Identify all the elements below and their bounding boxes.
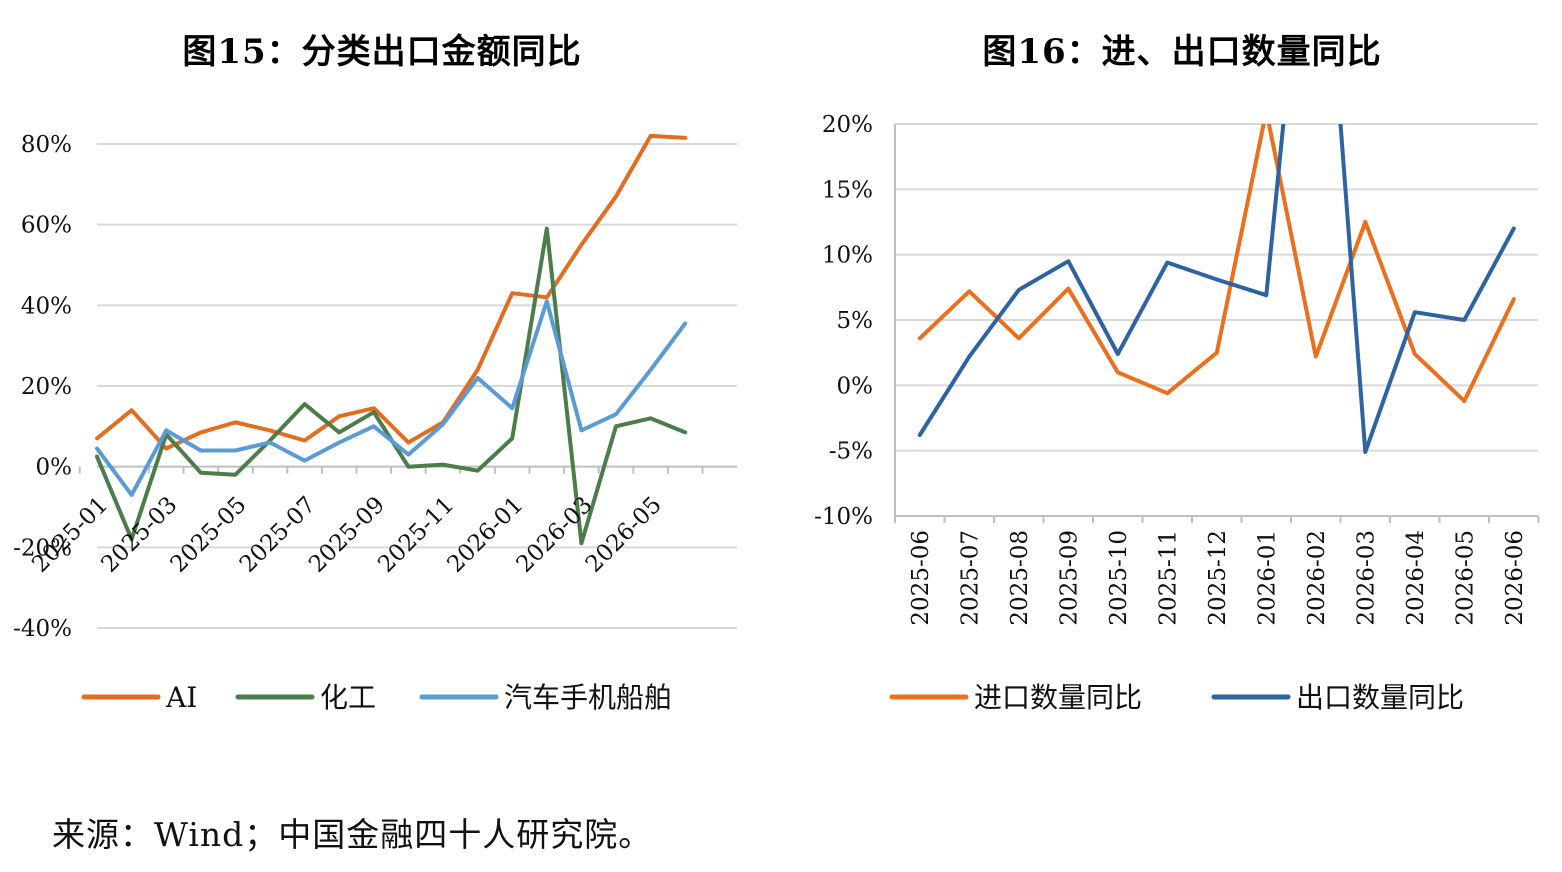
series-line-1 <box>917 124 1516 403</box>
gridlines <box>895 123 1538 517</box>
legend-label: 化工 <box>320 681 376 714</box>
y-tick-label: 60% <box>21 213 72 239</box>
series-lines <box>95 133 688 546</box>
chart-import-export-volume-yoy: 图16：进、出口数量同比 20% 15% 10% 5% 0% -5% -10% 2025-0… <box>814 32 1540 714</box>
x-tick-label: 2025-11 <box>1155 530 1181 626</box>
y-tick-label: -40% <box>13 616 72 642</box>
x-tick-label: 2025-03 <box>96 492 182 578</box>
y-tick-label: 0% <box>837 373 874 399</box>
x-tick-label: 2025-11 <box>373 492 459 578</box>
series-line-3 <box>95 299 688 497</box>
x-tick-label: 2026-01 <box>1254 530 1280 626</box>
y-tick-label: 15% <box>822 177 873 203</box>
y-axis-ticks: 20% 15% 10% 5% 0% -5% -10% <box>814 112 873 530</box>
legend-label: 汽车手机船舶 <box>504 681 672 714</box>
x-tick-label: 2025-09 <box>304 492 390 578</box>
y-axis-ticks: 80% 60% 40% 20% 0% -20% -40% <box>13 132 72 642</box>
series-line-1 <box>95 133 688 451</box>
chart-export-value-yoy: 图15：分类出口金额同比 80% 60% 40% 20% 0% -20% -40% 2025… <box>13 32 737 714</box>
x-tick-label: 2026-06 <box>1502 530 1528 626</box>
x-axis-ticks: 2025-012025-032025-052025-072025-092025-… <box>27 492 667 578</box>
x-tick-label: 2025-08 <box>1007 530 1033 626</box>
source-note: 来源：Wind；中国金融四十人研究院。 <box>52 815 653 854</box>
legend-label: 进口数量同比 <box>974 681 1142 714</box>
y-tick-label: 20% <box>822 112 873 138</box>
chart-title: 图16：进、出口数量同比 <box>982 32 1381 72</box>
x-axis-ticks: 2025-06 2025-07 2025-08 2025-09 2025-10 2025-… <box>908 530 1528 626</box>
legend-label: 出口数量同比 <box>1296 681 1464 714</box>
x-axis <box>894 124 1540 523</box>
chart-title: 图15：分类出口金额同比 <box>182 32 581 72</box>
x-tick-label: 2025-09 <box>1056 530 1082 626</box>
x-tick-label: 2026-02 <box>1304 530 1330 626</box>
x-tick-label: 2025-10 <box>1106 530 1132 626</box>
x-tick-label: 2025-06 <box>908 530 934 626</box>
x-tick-label: 2025-07 <box>957 530 983 626</box>
x-tick-label: 2025-12 <box>1205 530 1231 626</box>
y-tick-label: 0% <box>36 455 73 481</box>
y-tick-label: 80% <box>21 132 72 158</box>
y-tick-label: -5% <box>829 439 873 465</box>
legend: AI 化工 汽车手机船舶 <box>81 681 672 714</box>
x-tick-label: 2026-04 <box>1403 530 1429 626</box>
x-tick-label: 2025-05 <box>166 492 252 578</box>
series-lines <box>917 124 1516 454</box>
x-tick-label: 2025-07 <box>235 492 321 578</box>
y-tick-label: -10% <box>814 504 873 530</box>
legend: 进口数量同比 出口数量同比 <box>889 681 1464 714</box>
y-tick-label: 5% <box>837 308 874 334</box>
y-tick-label: 10% <box>822 243 873 269</box>
legend-label: AI <box>165 681 197 714</box>
series-line-2 <box>917 124 1516 454</box>
x-tick-label: 2026-05 <box>1452 530 1478 626</box>
gridlines <box>97 143 737 629</box>
x-tick-label: 2026-03 <box>1353 530 1379 626</box>
y-tick-label: -20% <box>13 535 72 561</box>
x-tick-label: 2026-01 <box>442 492 528 578</box>
y-tick-label: 40% <box>21 293 72 319</box>
y-tick-label: 20% <box>21 374 72 400</box>
